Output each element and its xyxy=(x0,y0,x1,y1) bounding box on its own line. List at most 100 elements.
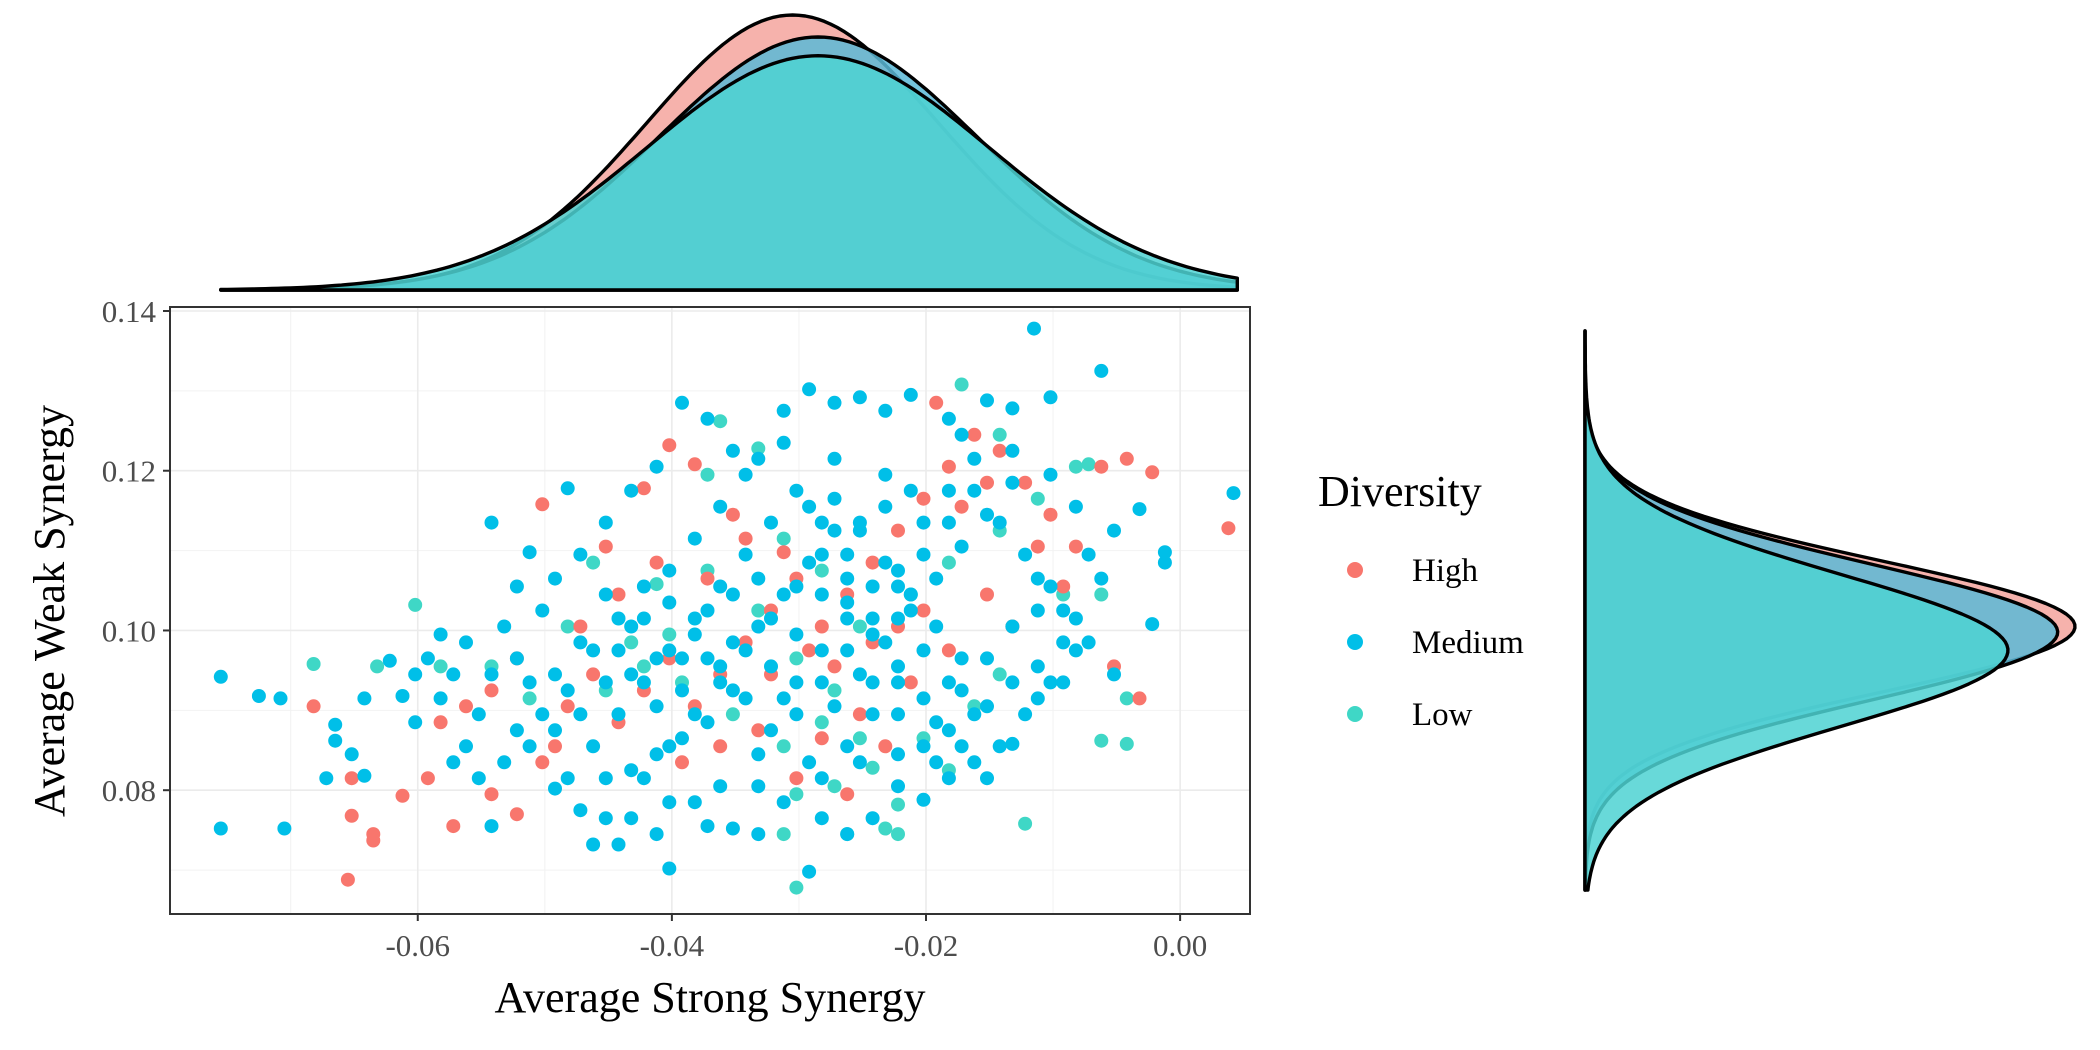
scatter-point-high xyxy=(573,619,588,634)
scatter-point-low xyxy=(433,659,448,674)
scatter-point-high xyxy=(852,707,867,722)
scatter-point-medium xyxy=(1018,547,1033,562)
scatter-point-high xyxy=(865,555,880,570)
scatter-point-medium xyxy=(789,627,804,642)
scatter-point-medium xyxy=(840,611,855,626)
scatter-point-medium xyxy=(649,827,664,842)
scatter-point-high xyxy=(903,675,918,690)
scatter-point-medium xyxy=(865,675,880,690)
scatter-point-low xyxy=(662,627,677,642)
scatter-point-high xyxy=(535,755,550,770)
scatter-point-medium xyxy=(548,723,562,738)
scatter-point-low xyxy=(814,715,829,730)
scatter-point-medium xyxy=(789,579,804,594)
scatter-point-medium xyxy=(560,683,575,698)
scatter-point-medium xyxy=(954,427,969,442)
scatter-point-medium xyxy=(1081,547,1096,562)
scatter-point-medium xyxy=(802,555,817,570)
scatter-point-medium xyxy=(992,515,1007,530)
scatter-point-medium xyxy=(725,443,740,458)
scatter-point-medium xyxy=(636,675,651,690)
scatter-point-medium xyxy=(675,731,689,746)
scatter-point-high xyxy=(814,619,829,634)
scatter-point-medium xyxy=(1005,401,1020,416)
scatter-point-medium xyxy=(459,635,473,650)
scatter-point-medium xyxy=(382,653,397,668)
scatter-point-medium xyxy=(560,481,575,496)
legend-label-low: Low xyxy=(1412,697,1473,733)
scatter-point-medium xyxy=(713,499,728,514)
scatter-point-medium xyxy=(891,611,905,626)
scatter-point-high xyxy=(954,499,969,514)
scatter-point-medium xyxy=(954,539,969,554)
top-density-low xyxy=(219,54,1239,292)
scatter-point-high xyxy=(967,427,982,442)
scatter-point-high xyxy=(535,497,550,512)
scatter-point-medium xyxy=(497,755,512,770)
scatter-point-medium xyxy=(903,603,918,618)
scatter-point-high xyxy=(344,808,359,823)
scatter-point-medium xyxy=(408,715,423,730)
scatter-point-medium xyxy=(878,635,893,650)
scatter-point-high xyxy=(687,457,702,472)
scatter-point-high xyxy=(675,755,689,770)
scatter-point-medium xyxy=(1107,667,1121,682)
scatter-point-medium xyxy=(967,707,982,722)
scatter-point-low xyxy=(713,414,728,429)
scatter-point-medium xyxy=(814,811,829,826)
scatter-point-medium xyxy=(1005,619,1020,634)
scatter-point-medium xyxy=(484,667,499,682)
scatter-point-medium xyxy=(903,387,918,402)
scatter-point-medium xyxy=(598,675,613,690)
scatter-point-medium xyxy=(954,683,969,698)
scatter-point-medium xyxy=(1043,675,1058,690)
scatter-point-medium xyxy=(573,707,588,722)
scatter-point-medium xyxy=(1081,635,1096,650)
scatter-point-medium xyxy=(662,739,677,754)
scatter-point-low xyxy=(649,577,664,592)
x-axis-title: Average Strong Synergy xyxy=(495,973,926,1022)
scatter-point-high xyxy=(802,643,817,658)
scatter-point-high xyxy=(916,491,931,506)
scatter-point-medium xyxy=(1030,603,1045,618)
scatter-point-medium xyxy=(649,651,664,666)
legend-key-high xyxy=(1347,562,1363,578)
scatter-point-low xyxy=(1119,736,1134,751)
scatter-point-medium xyxy=(814,547,829,562)
scatter-point-medium xyxy=(878,467,893,482)
scatter-point-medium xyxy=(433,627,448,642)
scatter-point-medium xyxy=(420,651,435,666)
scatter-point-high xyxy=(992,443,1007,458)
scatter-point-high xyxy=(484,787,499,802)
scatter-point-high xyxy=(1018,475,1033,490)
scatter-point-medium xyxy=(344,747,359,762)
scatter-point-medium xyxy=(878,555,893,570)
scatter-point-medium xyxy=(535,707,550,722)
scatter-point-high xyxy=(548,739,562,754)
scatter-point-medium xyxy=(725,587,740,602)
scatter-point-medium xyxy=(636,579,651,594)
scatter-point-low xyxy=(776,827,791,842)
scatter-point-medium xyxy=(751,747,766,762)
scatter-point-high xyxy=(751,723,766,738)
scatter-points xyxy=(213,321,1241,895)
scatter-point-medium xyxy=(916,515,931,530)
scatter-point-low xyxy=(891,827,905,842)
scatter-point-medium xyxy=(903,587,918,602)
scatter-point-medium xyxy=(967,451,982,466)
scatter-point-low xyxy=(306,657,321,671)
scatter-point-medium xyxy=(1145,617,1160,632)
scatter-point-medium xyxy=(328,717,343,732)
scatter-point-medium xyxy=(1068,611,1083,626)
scatter-point-high xyxy=(980,587,994,602)
scatter-point-high xyxy=(941,459,956,474)
scatter-point-low xyxy=(370,659,385,674)
scatter-point-medium xyxy=(586,643,601,658)
scatter-point-high xyxy=(840,787,855,802)
scatter-point-medium xyxy=(1027,321,1041,336)
scatter-point-medium xyxy=(916,547,931,562)
scatter-point-high xyxy=(980,475,994,490)
scatter-point-medium xyxy=(865,579,880,594)
scatter-point-medium xyxy=(916,691,931,706)
scatter-point-medium xyxy=(1132,502,1147,517)
